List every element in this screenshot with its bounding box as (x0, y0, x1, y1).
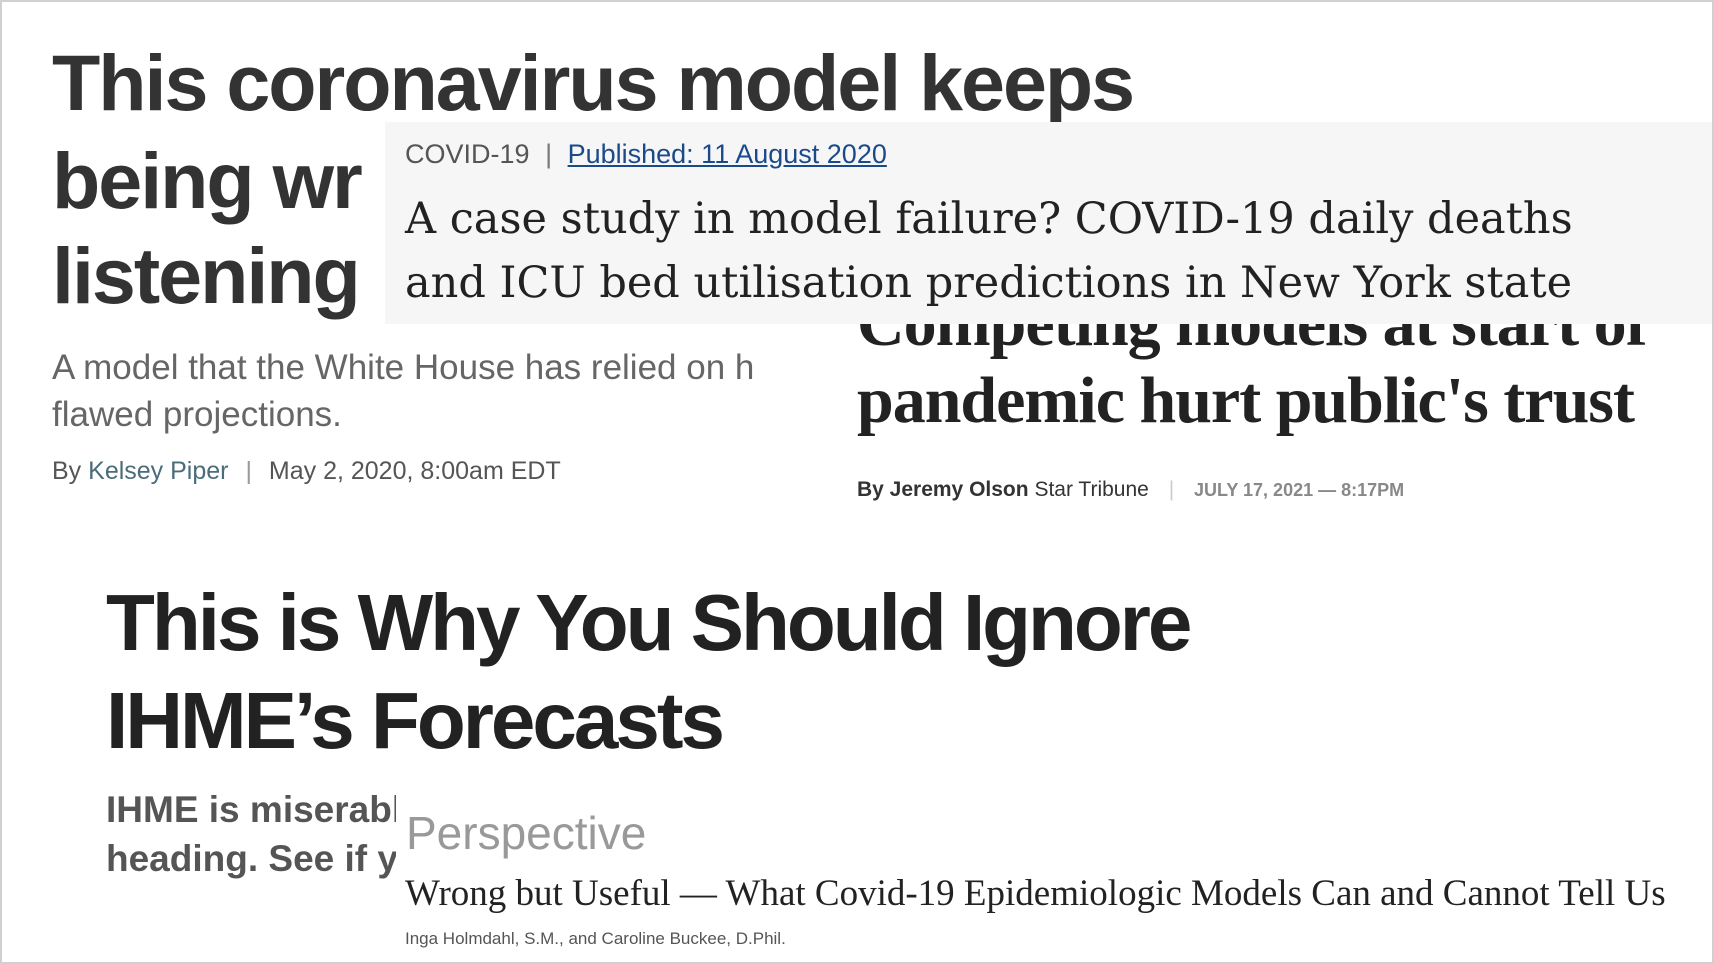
headline: listening (52, 231, 361, 320)
by: By (52, 457, 82, 485)
tag: COVID-19 (405, 139, 530, 169)
subtitle: flawed projections. (52, 395, 342, 434)
title: A case study in model failure? COVID-19 … (405, 194, 1573, 244)
headline: IHME’s Forecasts (106, 676, 725, 765)
headline: This is Why You Should Ignore (106, 578, 1192, 667)
meta: COVID-19 | Published: 11 August 2020 (405, 141, 887, 168)
nejm-clip: Perspective Wrong but Useful — What Covi… (396, 795, 1712, 962)
separator: | (245, 457, 252, 485)
author[interactable]: Kelsey Piper (88, 457, 229, 485)
date: JULY 17, 2021 — 8:17PM (1194, 480, 1405, 500)
separator: | (1168, 478, 1175, 501)
subtitle: heading. See if yo (106, 838, 421, 879)
subtitle: IHME is miserabl (106, 789, 403, 830)
headline: being wr (52, 136, 363, 225)
title: Wrong but Useful — What Covid-19 Epidemi… (405, 873, 1666, 914)
journal-clip: COVID-19 | Published: 11 August 2020 A c… (385, 122, 1712, 324)
author: By Jeremy Olson (857, 478, 1029, 501)
section: Perspective (406, 807, 647, 859)
published-link[interactable]: Published: 11 August 2020 (567, 139, 887, 169)
separator: | (545, 139, 553, 169)
byline: By Kelsey Piper | May 2, 2020, 8:00am ED… (52, 459, 561, 484)
title: and ICU bed utilisation predictions in N… (405, 258, 1573, 308)
outlet: Star Tribune (1034, 478, 1149, 501)
headline: This coronavirus model keeps (52, 38, 1135, 127)
headline: pandemic hurt public's trust (857, 364, 1635, 437)
byline: By Jeremy Olson Star Tribune | JULY 17, … (857, 479, 1404, 500)
authors: Inga Holmdahl, S.M., and Caroline Buckee… (405, 929, 786, 948)
subtitle: A model that the White House has relied … (52, 348, 755, 387)
date: May 2, 2020, 8:00am EDT (268, 457, 561, 485)
